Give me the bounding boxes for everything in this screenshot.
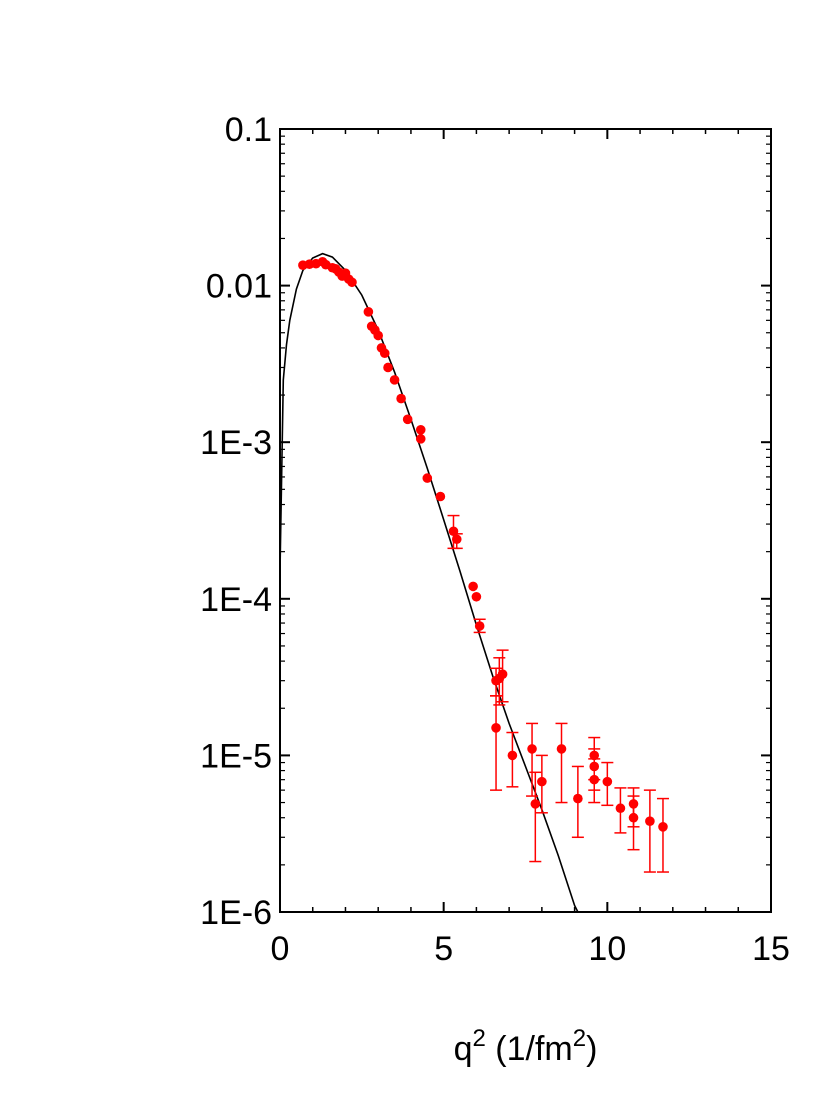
y-tick-label: 0.01 <box>206 268 272 306</box>
x-tick-label: 10 <box>588 930 626 968</box>
x-axis-title-base: q <box>454 1030 473 1068</box>
data-marker <box>389 375 400 385</box>
data-marker <box>474 621 485 631</box>
data-marker <box>435 491 446 502</box>
data-point <box>627 795 640 851</box>
data-point <box>389 375 400 385</box>
data-marker <box>379 348 390 359</box>
y-tick-label: 1E-6 <box>200 894 272 932</box>
model-curve-layer <box>279 252 579 913</box>
data-marker <box>589 774 600 785</box>
model-curve <box>279 252 579 913</box>
data-marker <box>468 581 478 592</box>
plot-frame <box>279 128 772 913</box>
ticks-layer <box>279 128 772 913</box>
data-point <box>422 473 433 483</box>
data-point <box>468 581 478 592</box>
data-point <box>415 434 426 444</box>
data-marker <box>507 750 518 761</box>
y-tick-label: 1E-5 <box>200 737 272 775</box>
data-marker <box>402 414 413 425</box>
data-marker <box>415 434 426 444</box>
data-point <box>588 758 601 804</box>
data-marker <box>658 821 668 832</box>
y-tick-label: 1E-4 <box>200 581 272 619</box>
x-tick-label: 15 <box>752 930 790 968</box>
data-point <box>496 649 509 703</box>
data-marker <box>471 591 482 602</box>
data-marker <box>537 776 547 787</box>
data-marker <box>530 799 541 809</box>
data-marker <box>422 473 433 483</box>
x-tick-label: 5 <box>434 930 453 968</box>
data-point <box>490 695 503 791</box>
data-point <box>529 771 542 863</box>
data-marker <box>556 744 567 754</box>
data-point <box>450 533 463 550</box>
x-axis-title: q2 (1/fm2) <box>454 1025 598 1068</box>
data-marker <box>615 803 626 814</box>
data-marker <box>363 307 374 317</box>
data-points-layer <box>298 256 669 873</box>
data-marker <box>347 277 357 288</box>
data-point <box>383 362 393 373</box>
data-point <box>402 414 413 425</box>
data-point <box>656 797 669 873</box>
data-marker <box>451 534 462 545</box>
data-marker <box>645 816 655 827</box>
data-point <box>643 789 656 873</box>
data-point <box>363 307 374 317</box>
tick-labels-layer: 0 5 10 15 1E-6 1E-5 1E-4 1E-3 0.01 0.1 <box>200 111 790 968</box>
data-point <box>415 425 426 435</box>
data-marker <box>497 669 508 680</box>
data-point <box>347 277 357 288</box>
data-point <box>373 330 384 341</box>
data-point <box>473 618 486 634</box>
data-point <box>471 591 482 602</box>
data-point <box>396 393 406 404</box>
data-marker <box>628 812 639 823</box>
data-marker <box>383 362 393 373</box>
data-point <box>601 761 614 807</box>
y-tick-label: 1E-3 <box>200 424 272 462</box>
x-axis-title-unit-sup: 2 <box>573 1025 586 1052</box>
data-point <box>614 787 627 834</box>
x-axis-title-unit-open: (1/fm <box>486 1030 573 1068</box>
data-marker <box>602 776 613 787</box>
data-marker <box>527 744 537 754</box>
x-axis-title-sup: 2 <box>472 1025 485 1052</box>
data-marker <box>415 425 426 435</box>
data-point <box>506 731 519 788</box>
data-point <box>379 348 390 359</box>
data-marker <box>373 330 384 341</box>
x-tick-label: 0 <box>271 930 290 968</box>
data-marker <box>396 393 406 404</box>
data-point <box>571 765 584 839</box>
data-point <box>435 491 446 502</box>
y-tick-label: 0.1 <box>225 111 272 149</box>
data-marker <box>491 723 501 733</box>
data-point <box>526 722 539 797</box>
x-axis-title-unit-close: ) <box>586 1030 597 1068</box>
data-point <box>555 722 568 804</box>
data-point <box>535 754 548 814</box>
data-marker <box>573 793 583 804</box>
